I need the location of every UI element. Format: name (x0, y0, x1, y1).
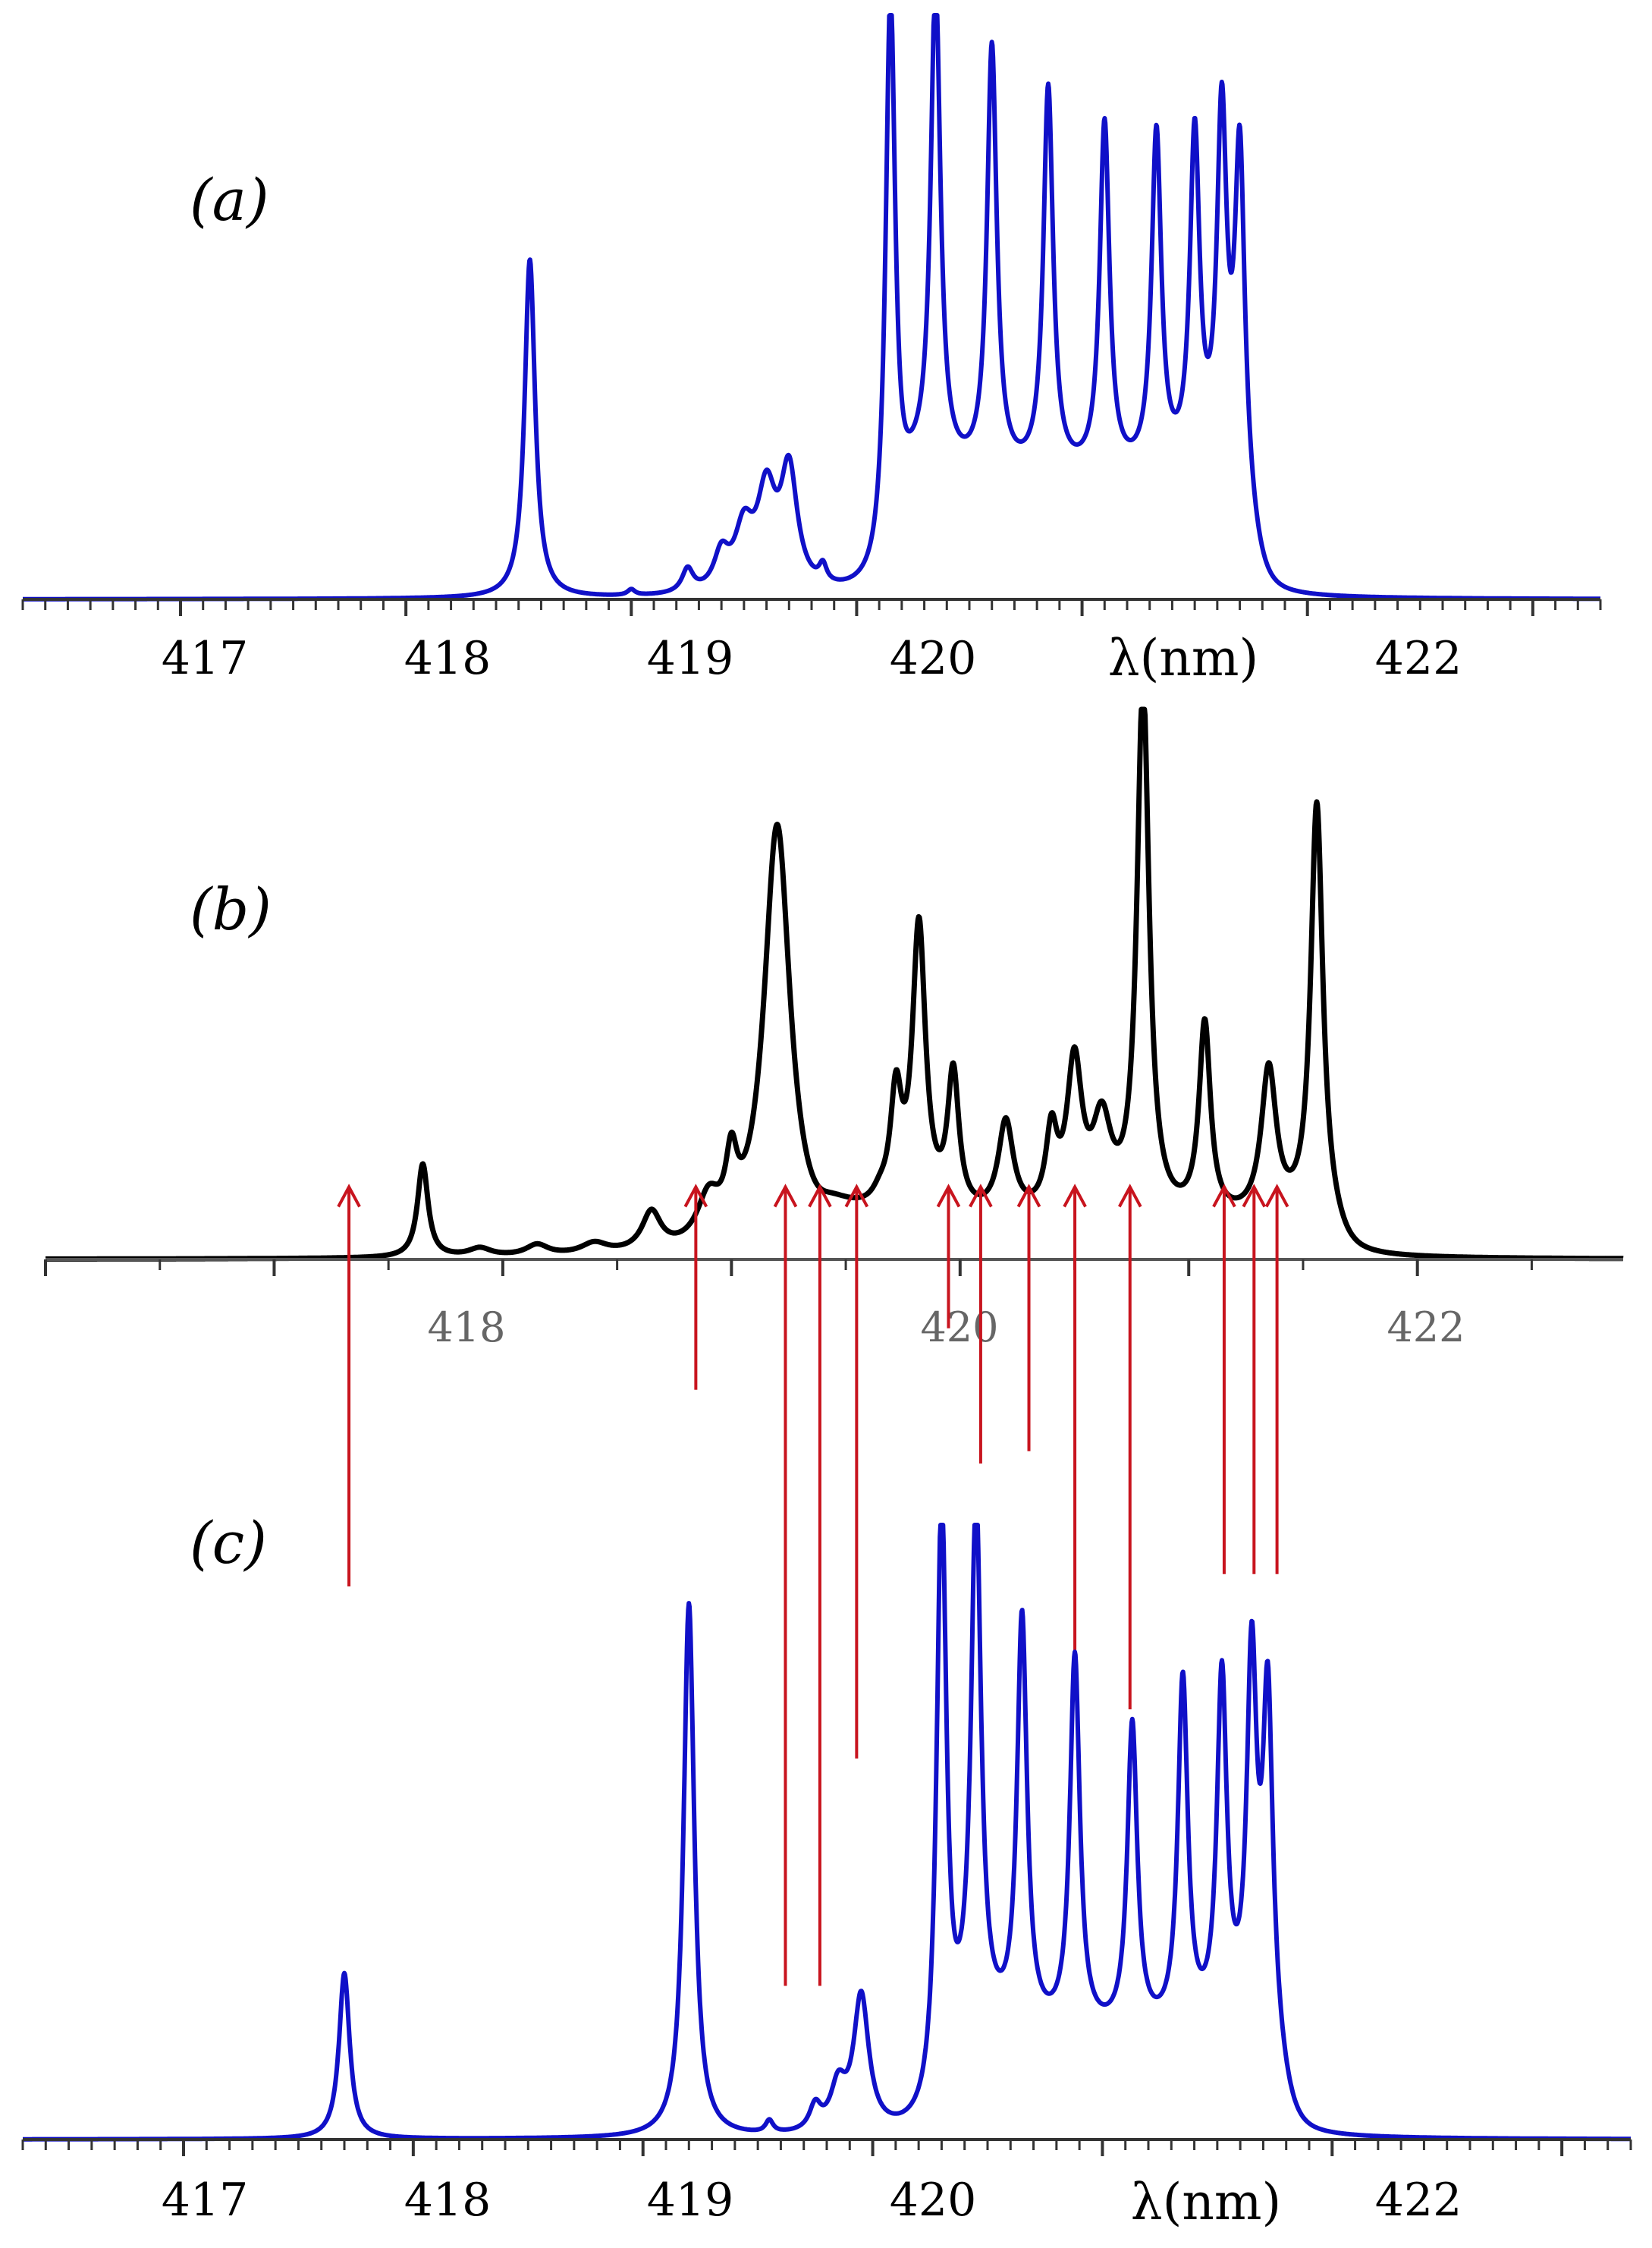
panel-b-spectrum-line (43, 706, 1625, 1262)
red-arrow-4 (808, 1184, 832, 1986)
red-arrow-10 (1118, 1184, 1142, 1709)
red-arrow-2 (683, 1184, 708, 1390)
panel-a-tick-420: 420 (890, 632, 977, 685)
panel-c-tick-418: 418 (404, 2174, 492, 2227)
panel-a-tick-417: 417 (162, 632, 249, 685)
panel-c-tick-419: 419 (647, 2174, 734, 2227)
red-arrow-9 (1063, 1184, 1087, 1655)
panel-c-label: (c) (190, 1509, 267, 1577)
red-arrow-12 (1242, 1184, 1267, 1574)
panel-b-label: (b) (190, 876, 272, 943)
red-arrow-1 (337, 1184, 361, 1586)
red-arrow-6 (936, 1184, 961, 1328)
panel-b-ticks (44, 1259, 1533, 1276)
panel-c-tick-417: 417 (162, 2174, 249, 2227)
panel-c: (c) 417 418 419 420 422 λ(nm) (20, 1184, 1633, 2231)
panel-c-arrows (337, 1184, 1289, 1986)
panel-a-x-axis-label: λ(nm) (1108, 629, 1258, 687)
red-arrow-7 (969, 1184, 993, 1464)
red-arrow-8 (1016, 1184, 1041, 1451)
panel-b-tick-418: 418 (427, 1303, 505, 1351)
panel-a-tick-422: 422 (1375, 632, 1462, 685)
panel-a-spectrum-line (20, 13, 1603, 602)
red-arrow-13 (1264, 1184, 1289, 1574)
red-arrow-3 (773, 1184, 798, 1986)
panel-a-ticks (21, 599, 1602, 616)
panel-b-tick-422: 422 (1387, 1303, 1465, 1351)
panel-b-tick-420: 420 (920, 1303, 998, 1351)
red-arrow-5 (844, 1184, 869, 1759)
panel-a-label: (a) (190, 166, 269, 234)
panel-b: (b) 418 420 422 (43, 706, 1625, 1351)
panel-c-tick-420: 420 (890, 2174, 977, 2227)
panel-a: (a) 417 418 419 420 422 λ(nm) (20, 13, 1603, 687)
panel-c-spectrum-line (20, 1523, 1633, 2142)
panel-c-tick-422: 422 (1375, 2174, 1462, 2227)
panel-a-tick-419: 419 (647, 632, 734, 685)
red-arrow-11 (1212, 1184, 1236, 1574)
panel-c-x-axis-label: λ(nm) (1131, 2173, 1281, 2231)
panel-c-ticks (21, 2140, 1632, 2156)
panel-a-tick-418: 418 (404, 632, 492, 685)
